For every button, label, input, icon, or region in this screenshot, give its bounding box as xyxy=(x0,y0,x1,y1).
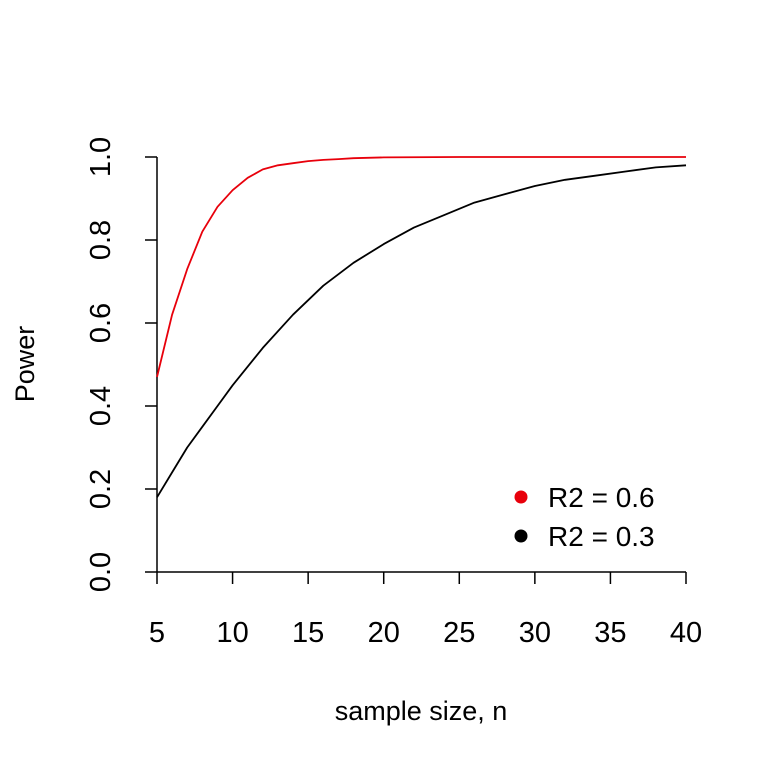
x-tick-label: 25 xyxy=(443,617,475,649)
y-tick-label: 0.0 xyxy=(85,552,117,592)
x-tick-label: 15 xyxy=(292,617,324,649)
legend: R2 = 0.6 R2 = 0.3 xyxy=(514,482,655,552)
series-line-r2-0-6 xyxy=(156,156,686,378)
y-tick-label: 0.4 xyxy=(85,386,117,426)
x-tick-label: 30 xyxy=(519,617,551,649)
legend-marker-r2-0-6 xyxy=(514,490,528,504)
y-tick-label: 0.2 xyxy=(85,469,117,509)
x-tick-label: 5 xyxy=(149,617,165,649)
legend-marker-r2-0-3 xyxy=(514,529,528,543)
y-axis-label: Power xyxy=(10,326,40,403)
x-tick-label: 20 xyxy=(368,617,400,649)
legend-label-r2-0-3: R2 = 0.3 xyxy=(548,521,655,552)
y-tick-label: 0.8 xyxy=(85,220,117,260)
x-tick-label: 35 xyxy=(594,617,626,649)
legend-label-r2-0-6: R2 = 0.6 xyxy=(548,482,655,513)
y-tick-label: 1.0 xyxy=(85,137,117,177)
x-tick-label: 10 xyxy=(216,617,248,649)
x-axis-label: sample size, n xyxy=(335,696,508,726)
series-lines xyxy=(156,156,687,498)
series-line-r2-0-3 xyxy=(156,164,687,498)
y-axis-ticks: 0.0 0.2 0.4 0.6 0.8 1.0 xyxy=(85,137,157,592)
x-axis-ticks: 5 10 15 20 25 30 35 40 xyxy=(149,572,702,649)
axes xyxy=(156,157,686,573)
x-tick-label: 40 xyxy=(670,617,702,649)
y-tick-label: 0.6 xyxy=(85,303,117,343)
